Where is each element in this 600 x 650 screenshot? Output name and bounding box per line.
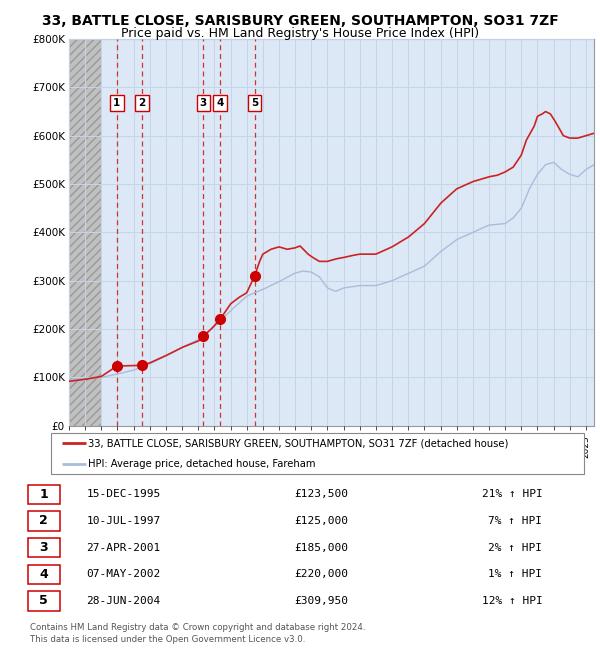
Text: 27-APR-2001: 27-APR-2001 xyxy=(86,543,161,552)
Text: 3: 3 xyxy=(200,98,207,108)
Text: Contains HM Land Registry data © Crown copyright and database right 2024.
This d: Contains HM Land Registry data © Crown c… xyxy=(30,623,365,644)
Text: HPI: Average price, detached house, Fareham: HPI: Average price, detached house, Fare… xyxy=(89,460,316,469)
Text: 5: 5 xyxy=(251,98,258,108)
Text: 07-MAY-2002: 07-MAY-2002 xyxy=(86,569,161,579)
Text: 10-JUL-1997: 10-JUL-1997 xyxy=(86,516,161,526)
Text: 5: 5 xyxy=(39,594,48,607)
Text: 4: 4 xyxy=(217,98,224,108)
Text: 3: 3 xyxy=(40,541,48,554)
Text: £185,000: £185,000 xyxy=(295,543,349,552)
Text: 1: 1 xyxy=(39,488,48,500)
Text: Price paid vs. HM Land Registry's House Price Index (HPI): Price paid vs. HM Land Registry's House … xyxy=(121,27,479,40)
Text: 7% ↑ HPI: 7% ↑ HPI xyxy=(488,516,542,526)
Text: £220,000: £220,000 xyxy=(295,569,349,579)
Text: 4: 4 xyxy=(39,568,48,581)
FancyBboxPatch shape xyxy=(28,565,59,584)
Text: 2: 2 xyxy=(39,515,48,528)
FancyBboxPatch shape xyxy=(28,592,59,610)
Text: 1: 1 xyxy=(113,98,121,108)
Bar xyxy=(69,39,101,426)
Text: 2: 2 xyxy=(139,98,146,108)
Text: 33, BATTLE CLOSE, SARISBURY GREEN, SOUTHAMPTON, SO31 7ZF: 33, BATTLE CLOSE, SARISBURY GREEN, SOUTH… xyxy=(41,14,559,29)
Text: 15-DEC-1995: 15-DEC-1995 xyxy=(86,489,161,499)
Text: 33, BATTLE CLOSE, SARISBURY GREEN, SOUTHAMPTON, SO31 7ZF (detached house): 33, BATTLE CLOSE, SARISBURY GREEN, SOUTH… xyxy=(89,438,509,448)
Text: £123,500: £123,500 xyxy=(295,489,349,499)
Text: 21% ↑ HPI: 21% ↑ HPI xyxy=(482,489,542,499)
FancyBboxPatch shape xyxy=(28,485,59,504)
FancyBboxPatch shape xyxy=(28,512,59,530)
Text: £125,000: £125,000 xyxy=(295,516,349,526)
Text: £309,950: £309,950 xyxy=(295,596,349,606)
Text: 28-JUN-2004: 28-JUN-2004 xyxy=(86,596,161,606)
FancyBboxPatch shape xyxy=(28,538,59,557)
Text: 2% ↑ HPI: 2% ↑ HPI xyxy=(488,543,542,552)
Text: 1% ↑ HPI: 1% ↑ HPI xyxy=(488,569,542,579)
Text: 12% ↑ HPI: 12% ↑ HPI xyxy=(482,596,542,606)
FancyBboxPatch shape xyxy=(50,434,584,474)
